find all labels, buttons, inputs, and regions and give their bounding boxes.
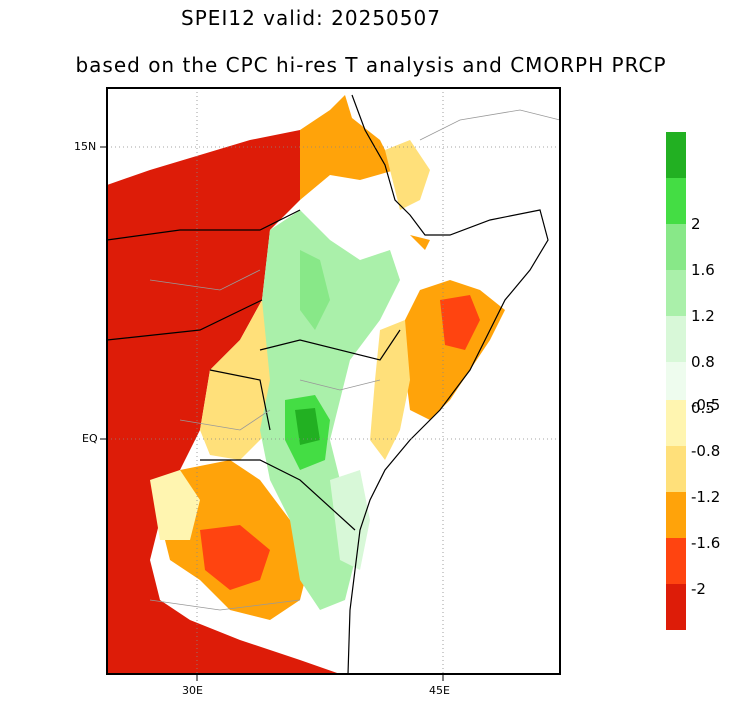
colorbar-wet-segment [666, 316, 686, 362]
colorbar-label: 2 [691, 215, 701, 233]
colorbar-wet-segment [666, 270, 686, 316]
colorbar-dry-segment [666, 446, 686, 492]
map-title: SPEI12 valid: 20250507 [181, 6, 441, 30]
colorbar-label: 0.8 [691, 353, 715, 371]
map-subtitle: based on the CPC hi-res T analysis and C… [75, 53, 667, 77]
drought-region-west [107, 130, 340, 674]
colorbar-label: 1.2 [691, 307, 715, 325]
tick-marks [100, 146, 444, 681]
colorbar-wet-segment [666, 362, 686, 408]
admin-borders [149, 109, 560, 611]
colorbar-label: -0.5 [691, 396, 721, 414]
wet-region-central [260, 210, 400, 610]
colorbar-label: -0.8 [691, 442, 721, 460]
x-tick-30e: 30E [182, 684, 203, 697]
colorbar-dry [666, 400, 686, 630]
map-frame [106, 87, 561, 675]
drought-region-horn [400, 280, 505, 420]
colorbar-label: 0.5 [691, 399, 715, 417]
colorbar-label: -1.2 [691, 488, 721, 506]
colorbar-label: 1.6 [691, 261, 715, 279]
colorbar-wet-segment [666, 178, 686, 224]
colorbar-label: -2 [691, 580, 706, 598]
colorbar-dry-segment [666, 538, 686, 584]
map-field [107, 88, 560, 674]
colorbar-dry-segment [666, 584, 686, 630]
colorbar-wet-segment [666, 132, 686, 178]
colorbar-dry-segment [666, 400, 686, 446]
colorbar-dry-segment [666, 492, 686, 538]
colorbar-wet-segment [666, 224, 686, 270]
drought-fringe-orange [300, 95, 395, 200]
graticule [107, 88, 560, 674]
y-tick-15n: 15N [74, 140, 97, 153]
colorbar-wet [666, 132, 686, 408]
y-tick-eq: EQ [82, 432, 98, 445]
coastline [107, 94, 549, 674]
x-tick-45e: 45E [429, 684, 450, 697]
colorbar-label: -1.6 [691, 534, 721, 552]
